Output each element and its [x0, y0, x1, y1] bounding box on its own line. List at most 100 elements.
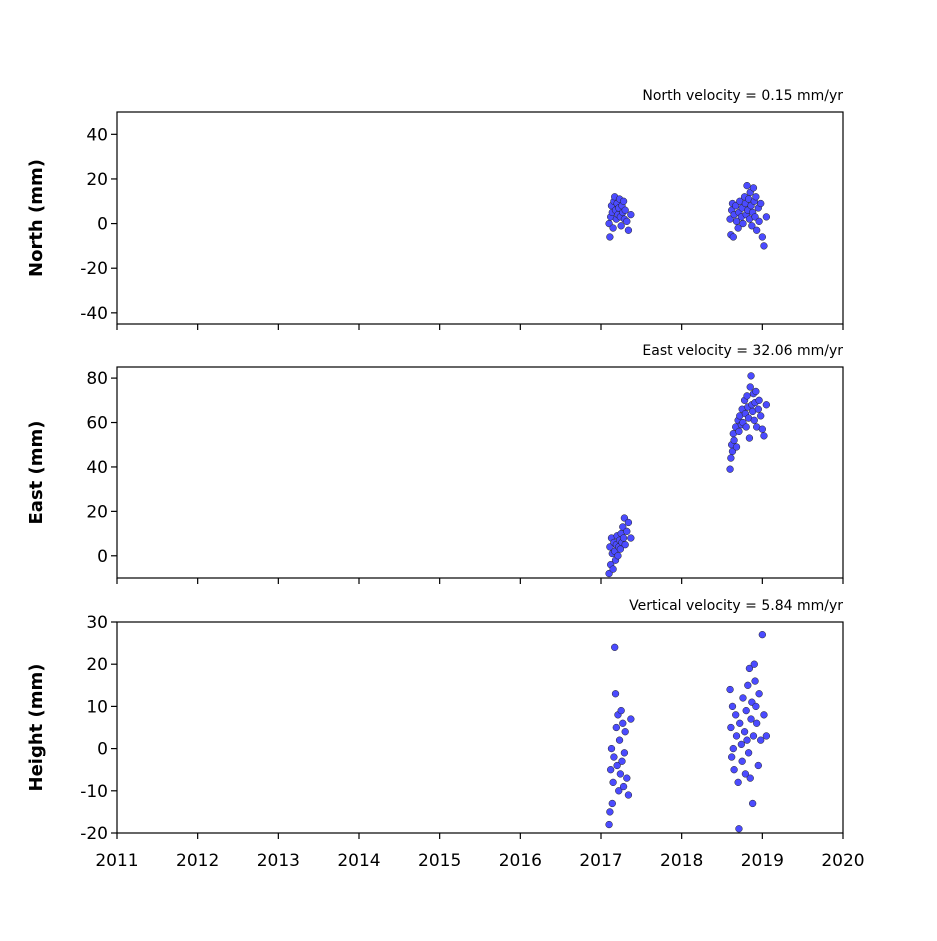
- point: [621, 206, 629, 214]
- point: [615, 787, 623, 795]
- point: [611, 690, 620, 698]
- y-tick-label: -10: [80, 782, 108, 802]
- y-tick-label: 80: [86, 369, 108, 389]
- point: [749, 732, 758, 740]
- point: [627, 534, 635, 542]
- point: [623, 217, 631, 225]
- point: [743, 181, 751, 190]
- point: [743, 736, 751, 744]
- point: [744, 749, 753, 757]
- point: [609, 224, 617, 232]
- point: [607, 766, 615, 774]
- point: [735, 427, 743, 436]
- point: [615, 736, 624, 744]
- point: [760, 711, 768, 719]
- point: [619, 197, 628, 205]
- x-tick-label: 2014: [337, 851, 380, 871]
- panel-title: East velocity = 32.06 mm/yr: [642, 343, 843, 359]
- y-axis-label: East (mm): [26, 421, 47, 525]
- point: [732, 711, 740, 719]
- point: [735, 825, 743, 833]
- point: [734, 224, 742, 232]
- point: [621, 541, 629, 549]
- x-tick-label: 2013: [257, 851, 300, 871]
- point: [606, 808, 614, 816]
- point: [627, 715, 635, 723]
- y-tick-label: 0: [97, 547, 108, 567]
- point: [611, 643, 619, 651]
- point: [610, 753, 618, 761]
- point: [741, 770, 750, 778]
- y-tick-label: 20: [86, 655, 108, 675]
- x-tick-label: 2019: [741, 851, 784, 871]
- point: [755, 396, 763, 404]
- point: [747, 715, 755, 723]
- point: [758, 425, 766, 433]
- x-tick-label: 2016: [499, 851, 542, 871]
- point: [762, 213, 771, 221]
- point: [760, 432, 768, 440]
- axes-frame: [116, 111, 844, 325]
- point: [754, 761, 762, 770]
- x-tick-label: 2017: [579, 851, 622, 871]
- point: [618, 757, 626, 765]
- point: [742, 706, 750, 715]
- point: [616, 770, 625, 778]
- point: [738, 757, 746, 765]
- point: [608, 799, 616, 808]
- point: [749, 799, 757, 808]
- x-tick-label: 2015: [418, 851, 461, 871]
- point: [755, 690, 763, 698]
- point: [732, 217, 741, 225]
- point: [619, 782, 628, 791]
- panel-title: North velocity = 0.15 mm/yr: [642, 88, 843, 104]
- y-tick-label: 0: [97, 215, 108, 235]
- point: [757, 736, 765, 744]
- point: [749, 184, 758, 192]
- point: [745, 664, 754, 673]
- axes-frame: [116, 366, 844, 579]
- point: [617, 706, 625, 715]
- y-tick-label: 20: [86, 170, 108, 190]
- point: [609, 778, 617, 787]
- point: [742, 423, 750, 431]
- point: [753, 226, 761, 234]
- point: [609, 565, 617, 573]
- y-tick-label: 20: [86, 502, 108, 522]
- point: [621, 728, 629, 736]
- point: [743, 392, 751, 400]
- y-tick-label: 10: [86, 697, 108, 717]
- point: [757, 199, 765, 208]
- point: [752, 193, 760, 201]
- point: [746, 774, 754, 782]
- y-tick-label: 40: [86, 125, 108, 145]
- point: [730, 436, 738, 444]
- point: [750, 416, 758, 424]
- point: [748, 222, 756, 230]
- point: [754, 405, 762, 413]
- y-tick-label: 60: [86, 414, 108, 434]
- point: [606, 233, 614, 241]
- x-tick-label: 2018: [660, 851, 703, 871]
- point: [612, 723, 620, 732]
- point: [751, 677, 759, 685]
- point: [619, 719, 627, 727]
- point: [727, 454, 735, 462]
- point: [757, 412, 765, 420]
- point: [755, 217, 763, 225]
- point: [728, 702, 737, 711]
- point: [605, 820, 613, 829]
- point: [728, 753, 736, 761]
- point: [762, 401, 771, 409]
- x-tick-label: 2020: [821, 851, 864, 871]
- point: [607, 744, 616, 753]
- y-tick-label: 0: [97, 740, 108, 760]
- y-tick-label: 30: [86, 613, 108, 633]
- point: [726, 465, 734, 473]
- y-tick-label: 40: [86, 458, 108, 478]
- point: [617, 222, 625, 230]
- point: [750, 660, 758, 668]
- point: [732, 443, 741, 451]
- point: [736, 719, 744, 727]
